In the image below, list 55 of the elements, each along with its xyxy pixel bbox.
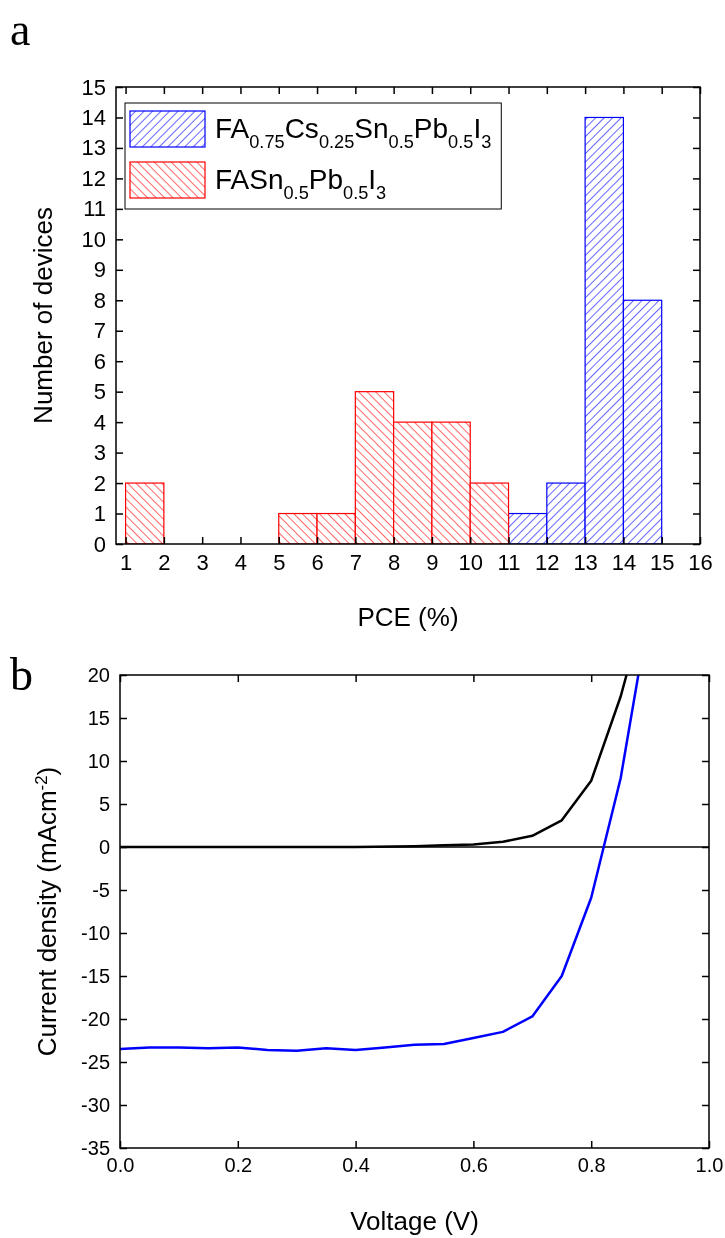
- y-tick-label: 12: [81, 165, 106, 191]
- y-tick-label: -30: [81, 1093, 110, 1116]
- y-tick-label: -25: [81, 1050, 110, 1073]
- y-tick-label: 6: [93, 348, 106, 374]
- x-tick-label: 2: [158, 549, 171, 575]
- y-tick-label: 11: [83, 196, 106, 222]
- x-tick-label: 14: [611, 549, 637, 575]
- x-tick-label: 12: [535, 549, 560, 575]
- x-tick-label: 16: [688, 549, 713, 575]
- y-tick-label: -5: [92, 878, 110, 901]
- y-tick-label: 9: [93, 257, 106, 283]
- x-tick-label: 15: [649, 549, 675, 575]
- y-tick-label: 10: [87, 749, 110, 772]
- y-tick-label: -20: [81, 1007, 110, 1030]
- legend-label: FASn$_{0.5}$Pb$_{0.5}$I$_{3}$: [215, 164, 387, 203]
- y-tick-label: 0: [98, 835, 110, 858]
- y-tick-label: 1: [93, 501, 106, 527]
- y-tick-label: 8: [93, 287, 106, 313]
- x-axis-title: Voltage (V): [350, 1206, 479, 1236]
- text: b: [10, 649, 33, 700]
- y-tick-label: 0: [93, 531, 106, 557]
- y-tick-label: -15: [81, 964, 110, 987]
- text: a: [10, 4, 31, 55]
- y-tick-label: 4: [93, 409, 106, 435]
- x-tick-label: 0.4: [342, 1154, 371, 1177]
- y-tick-label: 7: [93, 318, 106, 344]
- y-tick-label: 5: [93, 379, 106, 405]
- x-tick-label: 4: [234, 549, 248, 575]
- y-tick-label: 2: [93, 470, 106, 496]
- x-tick-label: 1: [119, 549, 133, 575]
- y-tick-label: 5: [98, 792, 110, 815]
- x-tick-label: 0.8: [577, 1154, 606, 1177]
- y-tick-label: 20: [87, 663, 110, 686]
- y-tick-label: -10: [81, 921, 110, 944]
- x-tick-label: 9: [426, 549, 439, 575]
- y-axis-title: Number of devices: [28, 207, 58, 424]
- x-tick-label: 10: [458, 549, 483, 575]
- x-tick-label: 11: [497, 549, 521, 575]
- y-tick-label: 13: [81, 135, 106, 161]
- y-tick-label: 10: [81, 226, 106, 252]
- x-tick-label: 8: [388, 549, 401, 575]
- x-tick-label: 13: [573, 549, 598, 575]
- text: FA$_{0.75}$Cs$_{0.25}$Sn$_{0.5}$Pb$_{0.5}$I$_{3}$: [215, 113, 492, 152]
- x-tick-label: 3: [196, 549, 209, 575]
- x-axis-title: PCE (%): [357, 602, 459, 632]
- x-tick-label: 7: [349, 549, 362, 575]
- y-tick-label: 14: [81, 105, 106, 131]
- y-tick-label: 15: [81, 74, 106, 100]
- x-tick-label: 1.0: [695, 1154, 724, 1177]
- x-tick-label: 6: [311, 549, 324, 575]
- x-tick-label: 5: [273, 549, 286, 575]
- x-tick-label: 0.6: [459, 1154, 488, 1177]
- x-tick-label: 0.2: [224, 1154, 253, 1177]
- y-tick-label: 15: [87, 706, 110, 729]
- y-tick-label: 3: [93, 440, 106, 466]
